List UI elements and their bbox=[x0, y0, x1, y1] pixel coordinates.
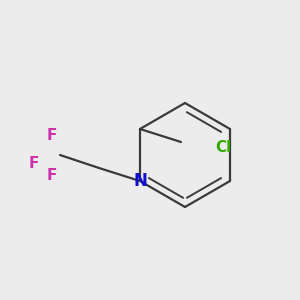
Text: F: F bbox=[29, 155, 39, 170]
Text: Cl: Cl bbox=[215, 140, 231, 155]
Text: F: F bbox=[47, 128, 57, 142]
Text: F: F bbox=[47, 167, 57, 182]
Text: N: N bbox=[133, 172, 147, 190]
